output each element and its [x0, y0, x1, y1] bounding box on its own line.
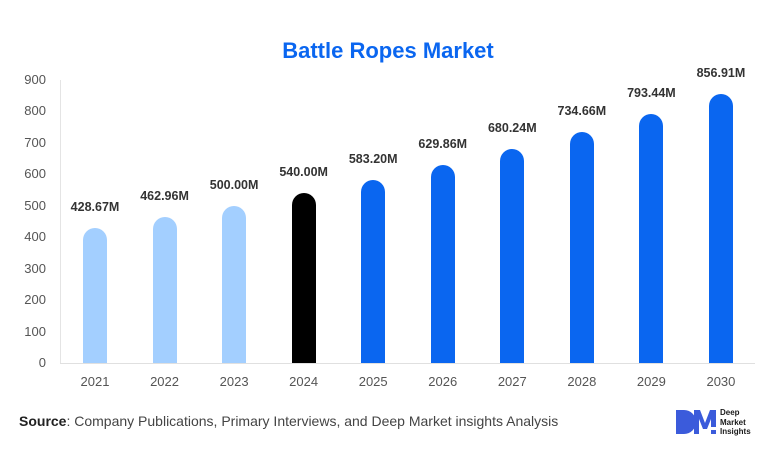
x-tick-label: 2026 [428, 374, 458, 389]
source-note: Source: Company Publications, Primary In… [19, 413, 558, 429]
source-text: : Company Publications, Primary Intervie… [66, 413, 559, 429]
data-label: 856.91M [696, 65, 746, 80]
data-label: 629.86M [418, 136, 468, 151]
bar-2023 [222, 205, 247, 363]
source-label: Source [19, 413, 67, 429]
x-tick-label: 2028 [567, 374, 597, 389]
data-label: 793.44M [627, 85, 676, 100]
x-tick-label: 2024 [289, 374, 319, 389]
x-tick-label: 2023 [219, 374, 249, 389]
bar-2028 [569, 131, 594, 363]
data-label: 428.67M [70, 200, 120, 215]
y-tick-label: 800 [24, 103, 46, 119]
data-label: 540.00M [279, 165, 328, 180]
deep-market-insights-logo: Deep Market Insights [674, 407, 774, 439]
x-tick-label: 2030 [706, 374, 736, 389]
y-tick-label: 900 [24, 72, 46, 87]
bar-2029 [639, 113, 664, 363]
bar-chart: 0 100 200 300 400 500 600 700 800 900 428.67M 2021… [24, 65, 755, 389]
y-tick-label: 700 [24, 134, 46, 150]
data-label: 734.66M [557, 103, 607, 118]
y-axis-line [60, 80, 61, 363]
x-tick-label: 2021 [80, 374, 110, 389]
chart-title: Battle Ropes Market [282, 38, 494, 63]
data-label: 462.96M [140, 189, 189, 204]
y-tick-label: 100 [24, 323, 46, 339]
data-label: 680.24M [487, 121, 537, 136]
x-tick-label: 2022 [150, 374, 179, 389]
bar-2026 [430, 164, 455, 363]
x-tick-label: 2027 [497, 374, 527, 389]
y-tick-label: 300 [24, 260, 46, 276]
x-axis-line [60, 363, 755, 364]
logo-text: Deep Market Insights [720, 408, 751, 436]
bar-2022 [152, 217, 177, 363]
y-tick-label: 400 [24, 229, 46, 245]
bar-2030 [708, 93, 733, 363]
data-label: 500.00M [209, 177, 259, 192]
data-label: 583.20M [348, 151, 398, 166]
bar-2024 [291, 193, 316, 363]
y-tick-label: 200 [24, 292, 46, 308]
bar-2021 [83, 228, 107, 363]
bar-2027 [500, 149, 525, 363]
y-tick-label: 500 [24, 197, 46, 213]
y-tick-label: 0 [38, 355, 46, 370]
x-tick-label: 2025 [358, 374, 388, 389]
x-tick-label: 2029 [636, 374, 666, 389]
bar-2025 [361, 179, 386, 363]
y-tick-label: 600 [24, 166, 46, 182]
dm-logo-icon [676, 410, 716, 434]
